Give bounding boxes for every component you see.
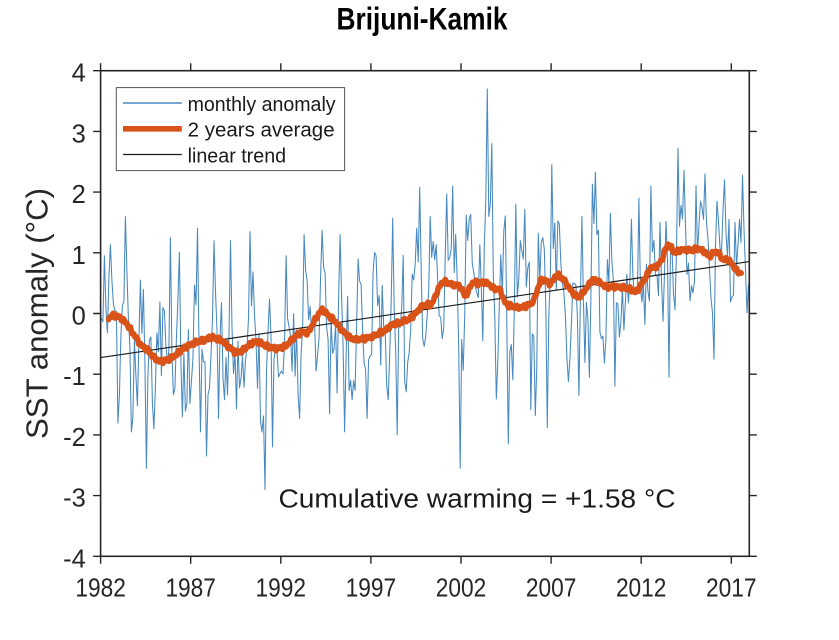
svg-text:1: 1	[72, 242, 86, 270]
svg-text:SST anomaly (°C): SST anomaly (°C)	[20, 188, 55, 439]
svg-text:-2: -2	[63, 424, 86, 452]
svg-text:1992: 1992	[256, 575, 307, 603]
svg-text:2: 2	[72, 181, 86, 209]
svg-text:-1: -1	[63, 363, 86, 391]
svg-text:Cumulative warming = +1.58 °C: Cumulative warming = +1.58 °C	[279, 484, 676, 514]
svg-text:1987: 1987	[165, 575, 216, 603]
svg-text:monthly anomaly: monthly anomaly	[188, 94, 336, 116]
svg-text:-4: -4	[63, 545, 86, 573]
svg-text:Brijuni-Kamik: Brijuni-Kamik	[337, 0, 508, 36]
svg-text:2007: 2007	[526, 575, 577, 603]
svg-text:2 years average: 2 years average	[188, 120, 335, 142]
svg-text:linear trend: linear trend	[188, 145, 287, 167]
svg-text:2002: 2002	[436, 575, 487, 603]
svg-text:4: 4	[72, 60, 86, 88]
svg-text:3: 3	[72, 120, 86, 148]
svg-text:2012: 2012	[616, 575, 667, 603]
svg-text:-3: -3	[63, 485, 86, 513]
svg-text:1997: 1997	[346, 575, 397, 603]
svg-text:1982: 1982	[75, 575, 126, 603]
svg-text:2017: 2017	[706, 575, 757, 603]
svg-text:0: 0	[72, 303, 86, 331]
